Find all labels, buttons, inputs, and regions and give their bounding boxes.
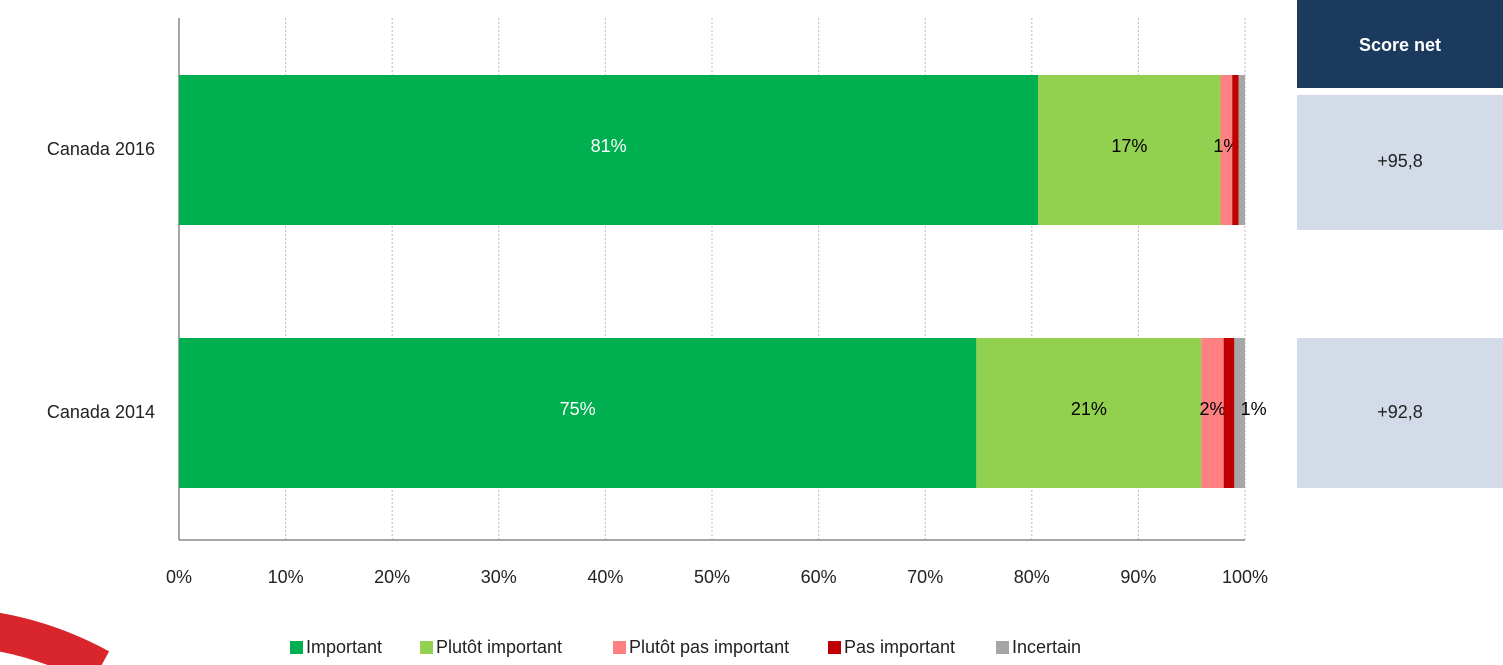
legend-swatch: [290, 641, 303, 654]
data-label: 2%: [1199, 399, 1225, 419]
x-tick-label: 70%: [907, 567, 943, 587]
bar-segment: [976, 338, 1202, 488]
y-tick-label: Canada 2016: [47, 139, 155, 159]
data-label: 17%: [1111, 136, 1147, 156]
x-tick-label: 50%: [694, 567, 730, 587]
bar-segment: [1223, 338, 1235, 488]
y-tick-label: Canada 2014: [47, 402, 155, 422]
legend-label: Plutôt pas important: [629, 637, 789, 657]
legend-label: Plutôt important: [436, 637, 562, 657]
score-value: +95,8: [1377, 151, 1423, 171]
legend-label: Important: [306, 637, 382, 657]
x-tick-label: 80%: [1014, 567, 1050, 587]
legend-swatch: [828, 641, 841, 654]
data-label: 21%: [1071, 399, 1107, 419]
bar-segment: [1201, 338, 1224, 488]
x-tick-label: 30%: [481, 567, 517, 587]
data-label: 81%: [591, 136, 627, 156]
x-tick-label: 0%: [166, 567, 192, 587]
x-tick-label: 90%: [1120, 567, 1156, 587]
bar-segment: [1038, 75, 1221, 225]
score-header: Score net: [1359, 35, 1441, 55]
x-tick-label: 60%: [801, 567, 837, 587]
legend-swatch: [996, 641, 1009, 654]
decoration-arc: [0, 613, 110, 665]
score-value: +92,8: [1377, 402, 1423, 422]
bar-segment: [1238, 75, 1245, 225]
legend-label: Pas important: [844, 637, 955, 657]
legend-label: Incertain: [1012, 637, 1081, 657]
data-label: 1%: [1241, 399, 1267, 419]
bar-segment: [1220, 75, 1233, 225]
legend-swatch: [420, 641, 433, 654]
score-box: [1297, 338, 1503, 488]
x-tick-label: 20%: [374, 567, 410, 587]
score-box: [1297, 95, 1503, 230]
bar-segment: [1232, 75, 1239, 225]
legend-swatch: [613, 641, 626, 654]
data-label: 75%: [560, 399, 596, 419]
x-tick-label: 40%: [587, 567, 623, 587]
bar-segment: [179, 338, 977, 488]
bar-segment: [179, 75, 1039, 225]
bar-segment: [1234, 338, 1245, 488]
x-tick-label: 10%: [268, 567, 304, 587]
score-header-box: [1297, 0, 1503, 88]
x-tick-label: 100%: [1222, 567, 1268, 587]
